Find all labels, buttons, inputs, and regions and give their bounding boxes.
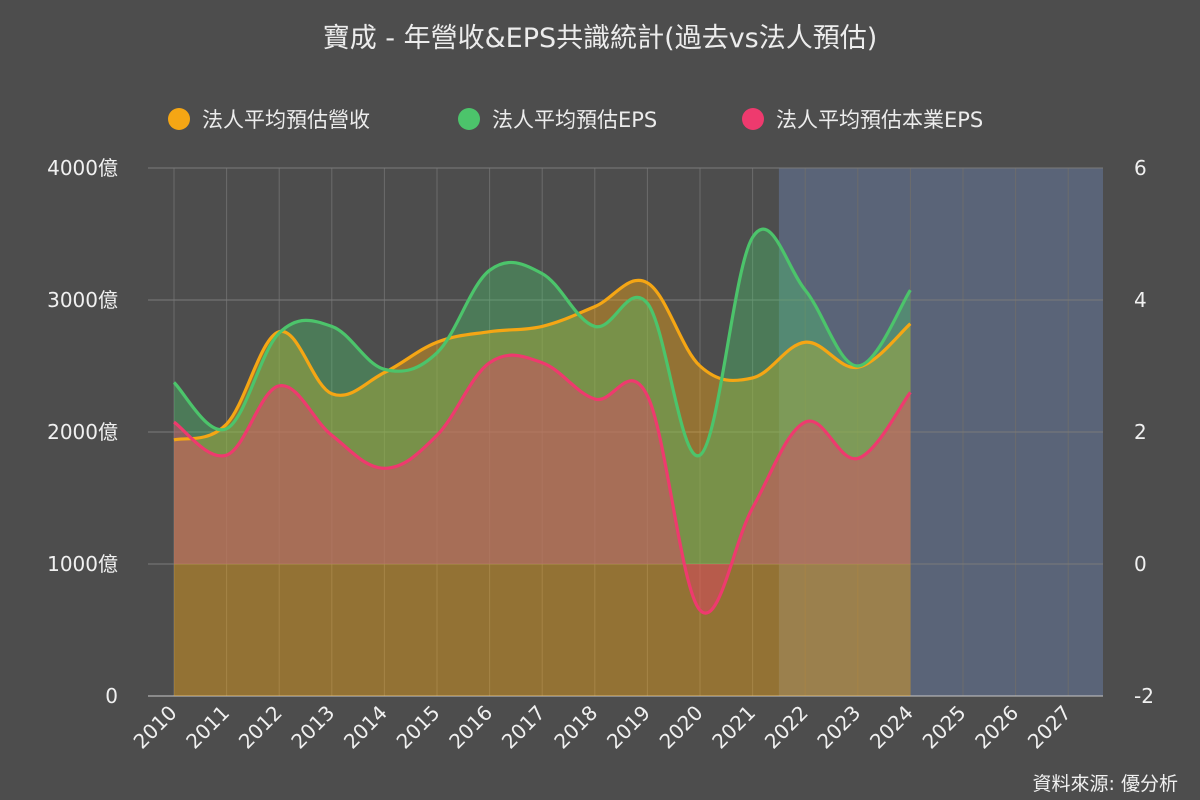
legend-item-core-eps[interactable]: 法人平均預估本業EPS	[742, 104, 983, 134]
y-left-tick-label: 0	[105, 684, 118, 708]
y-left-tick-label: 2000億	[47, 420, 118, 444]
legend-label-core-eps: 法人平均預估本業EPS	[776, 108, 984, 132]
eps-legend-marker	[458, 108, 480, 130]
x-tick-label: 2016	[444, 701, 497, 754]
revenue-legend-marker	[168, 108, 190, 130]
legend: 法人平均預估營收 法人平均預估EPS 法人平均預估本業EPS	[0, 104, 1200, 134]
y-left-tick-label: 1000億	[47, 552, 118, 576]
x-tick-label: 2022	[760, 701, 813, 754]
y-left-tick-label: 3000億	[47, 288, 118, 312]
y-right-tick-label: 6	[1134, 156, 1147, 180]
x-tick-label: 2026	[970, 701, 1023, 754]
x-tick-label: 2019	[602, 701, 655, 754]
core-eps-area	[174, 355, 911, 614]
x-tick-label: 2014	[339, 701, 392, 754]
x-tick-label: 2011	[181, 701, 234, 754]
x-tick-label: 2020	[655, 701, 708, 754]
x-tick-label: 2027	[1023, 701, 1076, 754]
x-tick-label: 2013	[286, 701, 339, 754]
x-tick-label: 2021	[707, 701, 760, 754]
revenue-area	[174, 280, 911, 696]
x-tick-label: 2012	[234, 701, 287, 754]
source-note: 資料來源: 優分析	[1032, 773, 1178, 795]
revenue-line	[173, 278, 912, 442]
eps-line	[172, 227, 912, 458]
x-tick-label: 2017	[497, 701, 550, 754]
x-tick-label: 2025	[918, 701, 971, 754]
x-tick-label: 2024	[865, 701, 918, 754]
chart-title: 寶成 - 年營收&EPS共識統計(過去vs法人預估)	[322, 23, 878, 54]
core-eps-legend-marker	[742, 108, 764, 130]
x-tick-label: 2018	[549, 701, 602, 754]
legend-label-eps: 法人平均預估EPS	[492, 108, 658, 132]
y-left-tick-label: 4000億	[47, 156, 118, 180]
y-right-tick-label: 2	[1134, 420, 1147, 444]
core-eps-line	[173, 353, 912, 615]
legend-label-revenue: 法人平均預估營收	[202, 108, 370, 132]
x-tick-label: 2015	[392, 701, 445, 754]
y-right-tick-label: 4	[1134, 288, 1147, 312]
x-tick-label: 2023	[812, 701, 865, 754]
y-right-tick-label: -2	[1134, 684, 1154, 708]
legend-item-eps[interactable]: 法人平均預估EPS	[458, 104, 657, 134]
eps-area	[174, 229, 911, 564]
legend-item-revenue[interactable]: 法人平均預估營收	[168, 104, 370, 134]
y-right-tick-label: 0	[1134, 552, 1147, 576]
x-tick-label: 2010	[129, 701, 182, 754]
